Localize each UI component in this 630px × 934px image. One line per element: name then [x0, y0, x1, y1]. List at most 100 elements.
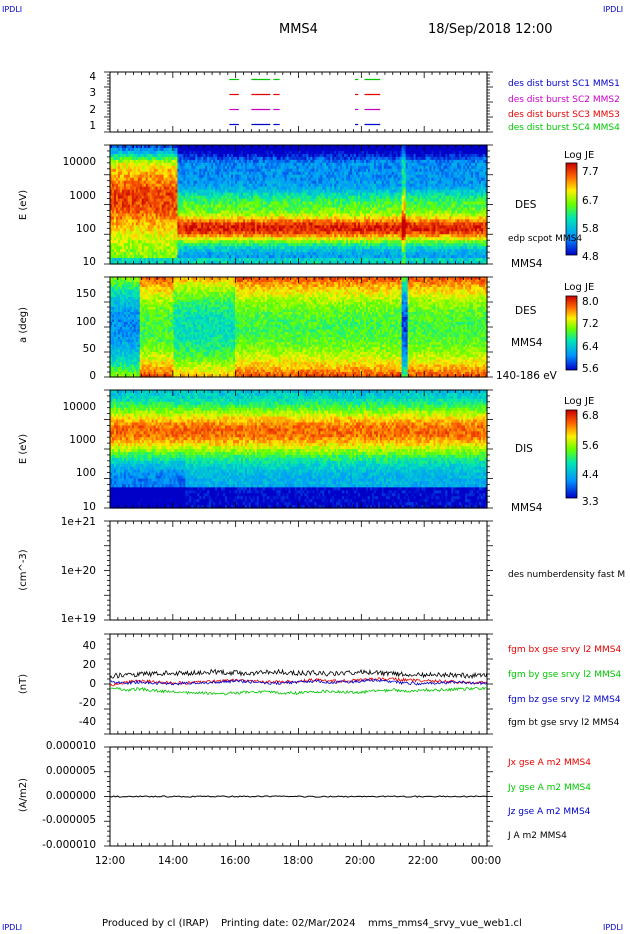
des-energy-heatmap-cell — [197, 150, 200, 155]
des-energy-heatmap-cell — [141, 258, 145, 262]
des-energy-heatmap-cell — [153, 147, 157, 152]
des-energy-heatmap-cell — [161, 210, 165, 215]
des-energy-heatmap-cell — [147, 156, 151, 161]
des-energy-heatmap-cell — [262, 177, 266, 182]
des-energy-heatmap-cell — [254, 240, 258, 244]
des-energy-heatmap-cell — [177, 186, 181, 191]
des-energy-heatmap-cell — [163, 162, 167, 167]
des-energy-heatmap-cell — [141, 186, 145, 191]
des-energy-heatmap-cell — [254, 156, 258, 161]
des-energy-heatmap-cell — [139, 207, 143, 212]
des-energy-heatmap-cell — [260, 150, 264, 155]
des-energy-heatmap-cell — [179, 186, 183, 191]
des-energy-heatmap-cell — [268, 222, 272, 226]
des-energy-heatmap-cell — [213, 216, 216, 220]
des-energy-heatmap-cell — [125, 234, 129, 238]
des-energy-heatmap-cell — [195, 180, 198, 185]
des-energy-heatmap-cell — [215, 228, 218, 232]
des-energy-heatmap-cell — [133, 234, 137, 238]
des-energy-heatmap-cell — [229, 150, 232, 155]
des-energy-heatmap-cell — [135, 246, 139, 250]
des-energy-heatmap-cell — [240, 219, 244, 223]
des-energy-heatmap-cell — [197, 171, 200, 176]
des-energy-heatmap-cell — [238, 150, 242, 155]
des-energy-heatmap-cell — [254, 162, 258, 167]
des-energy-heatmap-cell — [165, 216, 169, 220]
des-energy-heatmap-cell — [268, 210, 272, 215]
des-energy-heatmap-cell — [270, 240, 274, 244]
des-energy-heatmap-cell — [189, 237, 192, 241]
des-energy-heatmap-cell — [223, 243, 226, 247]
des-energy-heatmap-cell — [221, 204, 224, 209]
des-energy-heatmap-cell — [225, 171, 228, 176]
des-energy-heatmap-cell — [135, 228, 139, 232]
des-energy-heatmap-cell — [217, 195, 220, 200]
des-energy-heatmap-cell — [153, 156, 157, 161]
des-energy-heatmap-cell — [276, 189, 280, 194]
des-energy-heatmap-cell — [115, 231, 119, 235]
des-energy-heatmap-cell — [147, 186, 151, 191]
des-energy-heatmap-cell — [195, 228, 198, 232]
des-energy-heatmap-cell — [195, 237, 198, 241]
des-energy-heatmap-cell — [211, 255, 214, 259]
des-energy-heatmap-cell — [276, 261, 280, 265]
des-energy-heatmap-cell — [179, 171, 183, 176]
des-energy-heatmap-cell — [115, 219, 119, 223]
des-energy-heatmap-cell — [111, 243, 115, 247]
des-energy-heatmap-cell — [280, 255, 284, 259]
des-energy-heatmap-cell — [191, 168, 194, 173]
des-energy-heatmap-cell — [252, 213, 256, 218]
des-energy-heatmap-cell — [278, 210, 282, 215]
des-energy-heatmap-cell — [189, 195, 192, 200]
des-energy-heatmap-cell — [238, 153, 242, 158]
des-energy-heatmap-cell — [254, 171, 258, 176]
des-energy-heatmap-cell — [227, 147, 230, 152]
des-energy-heatmap-cell — [119, 240, 123, 244]
des-energy-heatmap-cell — [169, 240, 173, 244]
des-energy-heatmap-cell — [185, 207, 188, 212]
des-energy-heatmap-cell — [205, 162, 208, 167]
des-energy-heatmap-cell — [201, 192, 204, 197]
des-energy-heatmap-cell — [179, 237, 183, 241]
des-energy-heatmap-cell — [163, 183, 167, 188]
des-energy-heatmap-cell — [201, 225, 204, 229]
des-energy-heatmap-cell — [252, 231, 256, 235]
des-energy-heatmap-cell — [207, 186, 210, 191]
des-energy-heatmap-cell — [280, 204, 284, 209]
des-energy-heatmap-cell — [133, 240, 137, 244]
des-energy-heatmap-cell — [137, 204, 141, 209]
des-energy-heatmap-cell — [278, 201, 282, 206]
des-energy-heatmap-cell — [282, 145, 286, 149]
des-energy-heatmap-cell — [256, 174, 260, 179]
des-energy-heatmap-cell — [177, 210, 181, 215]
des-energy-heatmap-cell — [193, 219, 196, 223]
des-energy-heatmap-cell — [121, 225, 125, 229]
des-energy-heatmap-cell — [231, 177, 234, 182]
des-energy-heatmap-cell — [274, 189, 278, 194]
des-energy-heatmap-cell — [127, 168, 131, 173]
des-energy-heatmap-cell — [110, 186, 113, 191]
des-energy-heatmap-cell — [266, 216, 270, 220]
des-energy-heatmap-cell — [113, 204, 117, 209]
des-energy-heatmap-cell — [278, 219, 282, 223]
des-energy-heatmap-cell — [119, 255, 123, 259]
des-energy-heatmap-cell — [207, 145, 210, 149]
des-energy-heatmap-cell — [161, 145, 165, 149]
des-energy-heatmap-cell — [231, 213, 234, 218]
des-energy-heatmap-cell — [163, 210, 167, 215]
des-energy-heatmap-cell — [252, 222, 256, 226]
des-energy-heatmap-cell — [113, 153, 117, 158]
des-energy-heatmap-cell — [242, 183, 246, 188]
des-energy-heatmap-cell — [153, 192, 157, 197]
des-energy-heatmap-cell — [123, 258, 127, 262]
des-energy-heatmap-cell — [238, 234, 242, 238]
des-energy-heatmap-cell — [215, 177, 218, 182]
des-energy-heatmap-cell — [157, 252, 161, 256]
des-energy-heatmap-cell — [185, 243, 188, 247]
des-energy-heatmap-cell — [153, 189, 157, 194]
des-energy-heatmap-cell — [115, 180, 119, 185]
des-energy-heatmap-cell — [240, 261, 244, 265]
des-energy-heatmap-cell — [217, 258, 220, 262]
des-energy-heatmap-cell — [189, 240, 192, 244]
des-energy-heatmap-cell — [225, 186, 228, 191]
